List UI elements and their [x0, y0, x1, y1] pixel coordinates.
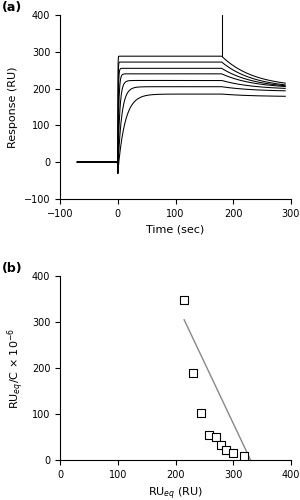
X-axis label: RU$_{eq}$ (RU): RU$_{eq}$ (RU) — [148, 486, 203, 500]
Text: (b): (b) — [2, 262, 23, 276]
Y-axis label: RU$_{eq}$/C × 10$^{-6}$: RU$_{eq}$/C × 10$^{-6}$ — [5, 328, 26, 408]
Point — [190, 368, 195, 376]
Point — [218, 442, 223, 450]
Y-axis label: Response (RU): Response (RU) — [8, 66, 18, 148]
Point — [207, 430, 212, 438]
X-axis label: Time (sec): Time (sec) — [146, 224, 205, 234]
Point — [224, 446, 229, 454]
Text: (a): (a) — [2, 2, 22, 15]
Point — [231, 449, 236, 457]
Point — [214, 433, 218, 441]
Point — [182, 296, 187, 304]
Point — [199, 408, 204, 416]
Point — [241, 452, 246, 460]
